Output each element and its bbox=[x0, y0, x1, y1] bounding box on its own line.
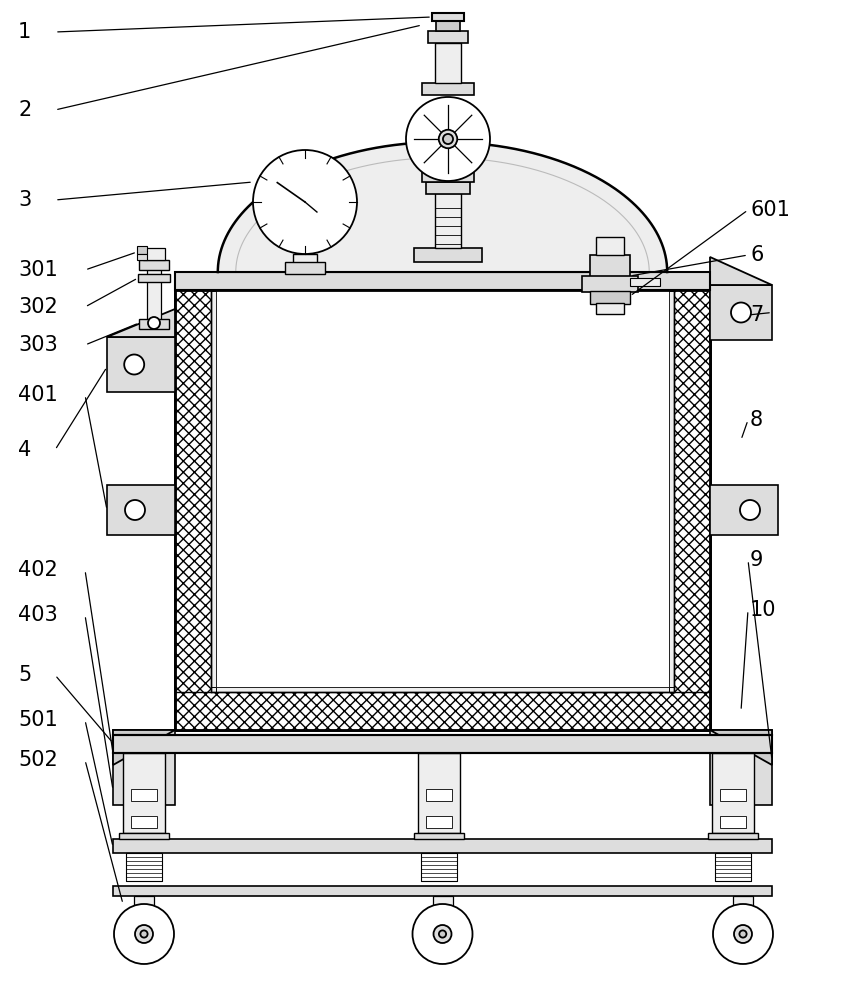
Bar bbox=[216, 290, 669, 687]
Bar bbox=[426, 182, 470, 194]
Bar bbox=[418, 753, 460, 833]
Bar bbox=[432, 896, 453, 918]
Bar bbox=[425, 789, 451, 801]
Text: 5: 5 bbox=[18, 665, 31, 685]
Bar bbox=[107, 337, 175, 392]
Bar bbox=[113, 730, 175, 805]
Text: 401: 401 bbox=[18, 385, 58, 405]
Text: 6: 6 bbox=[750, 245, 764, 265]
Bar bbox=[413, 833, 463, 839]
Circle shape bbox=[140, 930, 147, 938]
Bar bbox=[435, 193, 461, 248]
Circle shape bbox=[439, 130, 457, 148]
Bar bbox=[107, 485, 175, 535]
Bar bbox=[720, 816, 746, 828]
Bar bbox=[131, 816, 157, 828]
Bar bbox=[590, 255, 630, 277]
Bar bbox=[710, 285, 772, 340]
Text: 403: 403 bbox=[18, 605, 58, 625]
Bar bbox=[596, 303, 624, 314]
Circle shape bbox=[740, 930, 746, 938]
Polygon shape bbox=[710, 257, 772, 285]
Text: 2: 2 bbox=[18, 100, 31, 120]
Bar bbox=[147, 262, 161, 327]
Bar bbox=[422, 83, 474, 95]
Circle shape bbox=[124, 355, 144, 374]
Bar bbox=[139, 319, 169, 329]
Bar bbox=[432, 13, 464, 21]
Circle shape bbox=[114, 904, 174, 964]
Bar bbox=[131, 789, 157, 801]
Circle shape bbox=[406, 97, 490, 181]
Bar bbox=[143, 248, 165, 260]
Bar bbox=[425, 816, 451, 828]
Bar bbox=[715, 853, 751, 881]
Bar bbox=[134, 896, 154, 918]
Bar bbox=[139, 260, 169, 270]
Bar bbox=[436, 21, 460, 31]
Circle shape bbox=[148, 317, 160, 329]
Text: 4: 4 bbox=[18, 440, 31, 460]
Bar bbox=[175, 272, 710, 290]
Polygon shape bbox=[710, 730, 772, 765]
Bar bbox=[137, 254, 147, 260]
Bar bbox=[175, 290, 211, 730]
Bar bbox=[119, 833, 169, 839]
Text: 302: 302 bbox=[18, 297, 58, 317]
Polygon shape bbox=[218, 142, 667, 272]
Circle shape bbox=[412, 904, 473, 964]
Bar bbox=[590, 291, 630, 304]
Bar bbox=[285, 262, 325, 274]
Bar bbox=[712, 753, 754, 833]
Bar bbox=[123, 753, 165, 833]
Bar bbox=[293, 254, 317, 272]
Bar bbox=[582, 276, 638, 292]
Circle shape bbox=[439, 930, 446, 938]
Bar bbox=[422, 168, 474, 182]
Text: 1: 1 bbox=[18, 22, 31, 42]
Text: 7: 7 bbox=[750, 305, 763, 325]
Text: 8: 8 bbox=[750, 410, 763, 430]
Bar bbox=[710, 485, 778, 535]
Bar bbox=[175, 290, 710, 730]
Text: 301: 301 bbox=[18, 260, 58, 280]
Bar bbox=[137, 246, 147, 254]
Circle shape bbox=[713, 904, 773, 964]
Circle shape bbox=[740, 500, 760, 520]
Text: 10: 10 bbox=[750, 600, 777, 620]
Circle shape bbox=[125, 500, 145, 520]
Circle shape bbox=[731, 302, 751, 322]
Bar bbox=[113, 735, 772, 753]
Text: 601: 601 bbox=[750, 200, 790, 220]
Bar bbox=[138, 274, 170, 282]
Text: 3: 3 bbox=[18, 190, 31, 210]
Bar bbox=[630, 278, 660, 286]
Bar bbox=[428, 31, 468, 43]
Text: 402: 402 bbox=[18, 560, 58, 580]
Bar bbox=[175, 692, 710, 730]
Bar bbox=[414, 248, 482, 262]
Bar bbox=[113, 839, 772, 853]
Circle shape bbox=[135, 925, 153, 943]
Bar bbox=[435, 43, 461, 83]
Bar bbox=[126, 853, 162, 881]
Bar bbox=[596, 237, 624, 255]
Bar bbox=[733, 896, 753, 918]
Text: 502: 502 bbox=[18, 750, 58, 770]
Circle shape bbox=[253, 150, 357, 254]
Text: 501: 501 bbox=[18, 710, 58, 730]
Circle shape bbox=[433, 925, 451, 943]
Polygon shape bbox=[107, 309, 175, 337]
Bar bbox=[710, 730, 772, 805]
Bar bbox=[720, 789, 746, 801]
Text: 9: 9 bbox=[750, 550, 764, 570]
Text: 303: 303 bbox=[18, 335, 58, 355]
Polygon shape bbox=[113, 730, 175, 765]
Circle shape bbox=[734, 925, 752, 943]
Bar bbox=[708, 833, 758, 839]
Circle shape bbox=[443, 134, 453, 144]
Bar bbox=[113, 886, 772, 896]
Bar bbox=[674, 290, 710, 730]
Bar bbox=[420, 853, 456, 881]
